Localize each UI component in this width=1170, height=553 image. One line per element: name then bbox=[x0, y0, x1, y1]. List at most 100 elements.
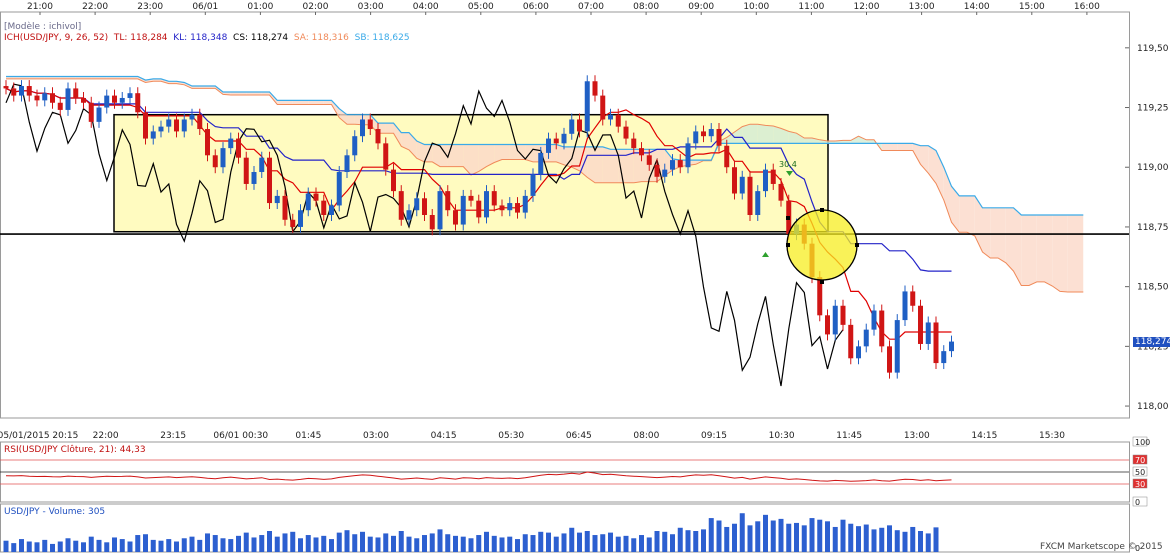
volume-bar bbox=[577, 532, 582, 552]
candle-body bbox=[654, 164, 660, 177]
ichimoku-cloud-segment bbox=[1021, 215, 1029, 286]
model-label: [Modèle : ichivol] bbox=[4, 22, 82, 32]
volume-bar bbox=[352, 534, 358, 552]
volume-bar bbox=[522, 534, 528, 552]
volume-bar bbox=[174, 541, 179, 552]
volume-bar bbox=[608, 532, 613, 552]
volume-bar bbox=[236, 535, 241, 552]
volume-bar bbox=[19, 539, 24, 552]
volume-bar bbox=[685, 530, 691, 552]
candle-body bbox=[879, 310, 885, 347]
candle-body bbox=[639, 148, 644, 156]
candle-body bbox=[584, 81, 590, 132]
candle-body bbox=[445, 191, 451, 211]
ichimoku-cloud-segment bbox=[928, 145, 936, 184]
tl-value: TL: 118,284 bbox=[113, 33, 168, 43]
bottom-time-tick: 05/01/2015 20:15 bbox=[0, 431, 78, 441]
volume-bar bbox=[290, 531, 296, 552]
ichimoku-cloud-segment bbox=[967, 195, 975, 236]
volume-bar bbox=[786, 523, 792, 552]
bottom-time-tick: 13:00 bbox=[904, 431, 930, 441]
candle-body bbox=[135, 93, 141, 113]
cs-value: CS: 118,274 bbox=[233, 33, 289, 43]
volume-bar bbox=[26, 541, 32, 552]
volume-bar bbox=[406, 536, 412, 552]
volume-bar bbox=[553, 536, 559, 552]
candle-body bbox=[677, 160, 683, 168]
volume-bar bbox=[840, 519, 846, 552]
volume-bar bbox=[73, 540, 79, 552]
volume-bar bbox=[918, 531, 923, 552]
ichimoku-cloud-segment bbox=[486, 144, 495, 167]
candle-body bbox=[693, 131, 699, 144]
last-price-label: 118,274 bbox=[1133, 337, 1170, 347]
candle-body bbox=[282, 195, 288, 220]
candle-body bbox=[484, 191, 489, 218]
candle-body bbox=[398, 191, 404, 220]
candle-body bbox=[19, 86, 24, 96]
ichimoku-cloud-segment bbox=[261, 92, 270, 95]
top-time-tick: 11:00 bbox=[798, 2, 824, 12]
volume-bar bbox=[267, 531, 272, 552]
volume-bar bbox=[298, 538, 303, 552]
candle-body bbox=[429, 215, 435, 230]
volume-bar bbox=[344, 530, 350, 552]
volume-bar bbox=[88, 536, 94, 552]
ichimoku-cloud-segment bbox=[618, 149, 626, 183]
volume-bar bbox=[251, 537, 257, 552]
volume-bar bbox=[887, 525, 892, 552]
bottom-time-tick: 03:00 bbox=[363, 431, 389, 441]
volume-bar bbox=[437, 529, 443, 552]
ichimoku-cloud-segment bbox=[192, 86, 200, 89]
volume-bar bbox=[894, 530, 900, 552]
bottom-time-tick: 10:30 bbox=[769, 431, 795, 441]
candle-body bbox=[902, 291, 908, 321]
volume-bar bbox=[871, 529, 877, 552]
ichimoku-cloud-segment bbox=[246, 92, 254, 95]
candle-body bbox=[127, 93, 133, 98]
volume-bar bbox=[809, 518, 815, 552]
volume-bar bbox=[453, 535, 458, 552]
candle-body bbox=[274, 195, 280, 204]
ichimoku-cloud-segment bbox=[850, 136, 859, 144]
rsi-axis-chip bbox=[1132, 466, 1148, 477]
candle-body bbox=[887, 346, 892, 373]
kijun-sen-line bbox=[5, 87, 952, 272]
ichimoku-cloud-segment bbox=[478, 144, 487, 172]
ichimoku-cloud-segment bbox=[866, 139, 874, 144]
volume-bar bbox=[925, 533, 931, 552]
candle-body bbox=[732, 167, 737, 194]
volume-bar bbox=[321, 535, 327, 552]
candle-body bbox=[468, 195, 474, 201]
candle-body bbox=[770, 169, 776, 184]
top-time-tick: 07:00 bbox=[578, 2, 604, 12]
rsi-axis-label: 70 bbox=[1135, 456, 1145, 465]
volume-bar bbox=[189, 536, 195, 552]
rsi-axis-label: 30 bbox=[1135, 480, 1145, 489]
candle-body bbox=[863, 329, 869, 347]
volume-bar bbox=[3, 540, 9, 552]
ichimoku-cloud-segment bbox=[331, 100, 340, 118]
candle-body bbox=[181, 119, 187, 132]
volume-bar bbox=[360, 531, 365, 552]
volume-bar bbox=[801, 525, 807, 552]
ichimoku-cloud-segment bbox=[393, 123, 402, 147]
bottom-time-tick: 15:30 bbox=[1039, 431, 1065, 441]
candle-body bbox=[205, 129, 210, 156]
candle-body bbox=[840, 305, 846, 325]
ichimoku-cloud-segment bbox=[517, 144, 526, 160]
candle-body bbox=[236, 138, 241, 158]
candle-body bbox=[646, 155, 652, 165]
volume-bar bbox=[507, 536, 513, 552]
volume-bar bbox=[127, 541, 133, 552]
candle-body bbox=[856, 346, 861, 359]
candle-body bbox=[158, 126, 164, 132]
top-time-tick: 02:00 bbox=[303, 2, 329, 12]
volume-bar bbox=[708, 518, 714, 552]
top-time-tick: 15:00 bbox=[1019, 2, 1045, 12]
ichimoku-cloud-segment bbox=[905, 143, 913, 151]
circle-handle bbox=[855, 243, 859, 247]
ichimoku-cloud-segment bbox=[843, 140, 851, 144]
volume-bar bbox=[205, 533, 210, 552]
